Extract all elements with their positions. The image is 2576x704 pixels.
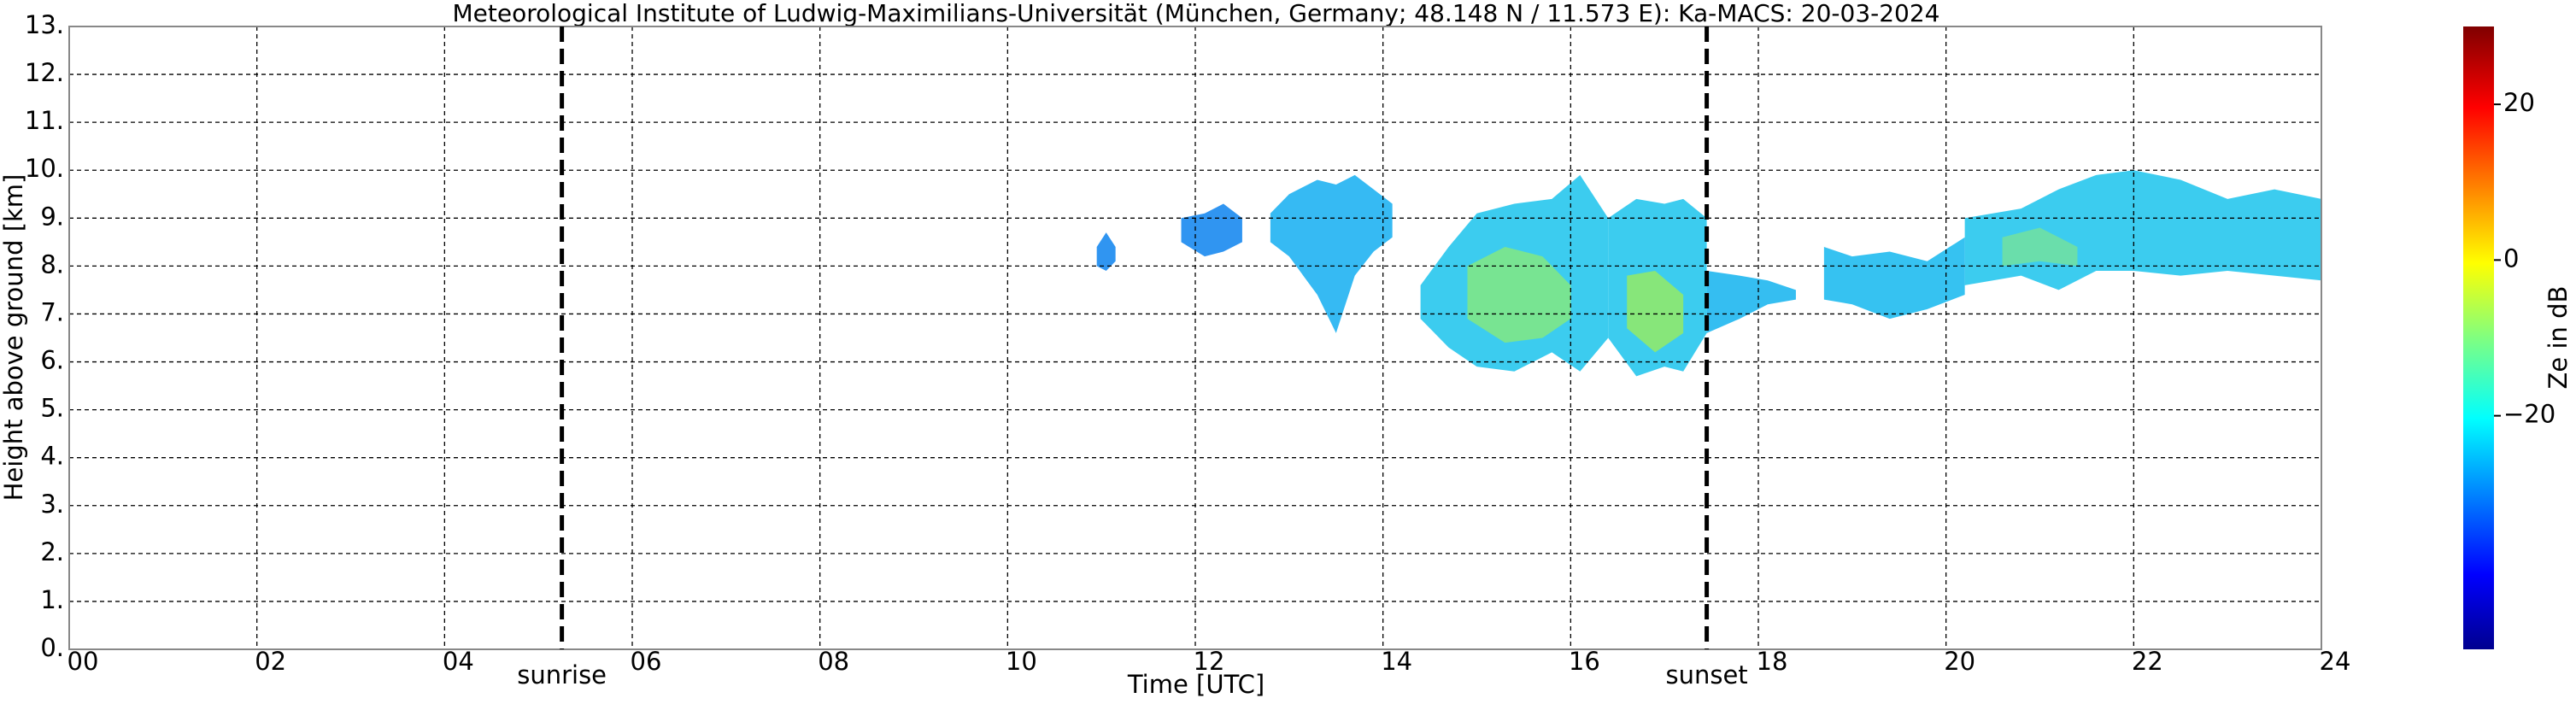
y-tick-label: 10. [25, 154, 64, 183]
x-tick-label: 24 [2320, 647, 2351, 676]
x-tick-label: 22 [2132, 647, 2163, 676]
x-tick-label: 14 [1381, 647, 1412, 676]
radar-echo [2002, 227, 2078, 267]
y-tick-label: 1. [40, 585, 64, 614]
x-tick-label: 06 [631, 647, 662, 676]
colorbar [2463, 26, 2494, 649]
y-tick-label: 8. [40, 249, 64, 279]
x-tick-label: 16 [1569, 647, 1600, 676]
y-tick-label: 12. [25, 58, 64, 87]
colorbar-label: Ze in dB [2544, 286, 2573, 390]
colorbar-tick-label: −20 [2503, 400, 2555, 429]
radar-echo [1823, 237, 1965, 320]
y-tick-label: 11. [25, 106, 64, 135]
x-tick-label: 08 [818, 647, 849, 676]
y-tick-label: 4. [40, 442, 64, 471]
radar-echo [1270, 174, 1393, 333]
y-axis-label: Height above ground [km] [0, 174, 28, 502]
x-tick-label: 12 [1194, 647, 1225, 676]
x-axis-label: Time [UTC] [1127, 670, 1265, 699]
x-tick-label: 10 [1006, 647, 1037, 676]
radar-echo [1964, 170, 2321, 290]
x-tick-label: 20 [1944, 647, 1975, 676]
x-tick-label: 18 [1757, 647, 1788, 676]
x-tick-label: 00 [67, 647, 99, 676]
y-tick-label: 6. [40, 346, 64, 375]
radar-echo [1096, 232, 1116, 271]
x-tick-label: 04 [443, 647, 474, 676]
y-tick-label: 3. [40, 490, 64, 519]
radar-echo [1467, 246, 1571, 343]
x-tick-label: 02 [255, 647, 286, 676]
y-tick-label: 13. [25, 10, 64, 39]
y-tick-label: 5. [40, 394, 64, 423]
radar-echo [1706, 270, 1796, 333]
chart-title: Meteorological Institute of Ludwig-Maxim… [452, 0, 1939, 27]
plot-frame [68, 26, 2322, 650]
colorbar-tick-label: 0 [2503, 243, 2519, 273]
y-tick-label: 7. [40, 297, 64, 326]
y-tick-label: 2. [40, 537, 64, 566]
event-label: sunrise [517, 660, 607, 689]
y-tick-label: 9. [40, 202, 64, 231]
event-label: sunset [1665, 660, 1747, 689]
radar-echo [1627, 270, 1684, 353]
colorbar-tick-label: 20 [2503, 88, 2535, 117]
y-tick-label: 0. [40, 633, 64, 662]
radar-echo [1181, 203, 1242, 257]
